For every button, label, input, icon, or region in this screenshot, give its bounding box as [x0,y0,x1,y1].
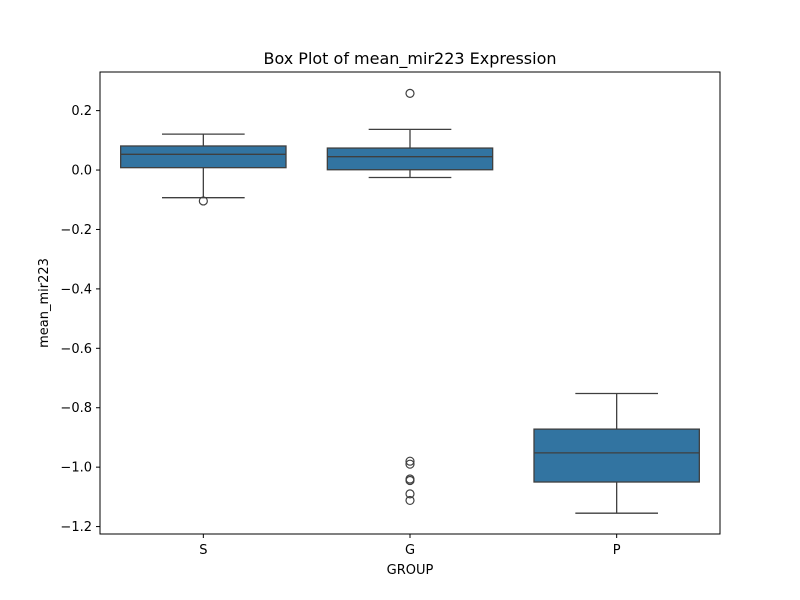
boxes-group [120,88,700,514]
y-tick-label: −0.4 [60,282,92,297]
outlier-point [405,489,415,499]
outlier-point [405,459,415,469]
outlier-point [405,456,415,466]
box-s [120,133,287,206]
iqr-box [120,145,287,169]
iqr-box [533,428,700,483]
y-tick-label: −1.0 [60,461,92,476]
box-g [326,88,494,506]
x-tick-label: G [405,543,415,558]
y-tick-label: 0.0 [71,164,92,179]
outlier-point [405,88,415,98]
y-tick-label: −0.8 [60,401,92,416]
x-tick-label: P [613,543,621,558]
outlier-point [198,196,208,206]
outlier-point [405,495,415,506]
x-axis-label: GROUP [387,563,434,578]
y-tick-label: 0.2 [71,104,92,119]
box-p [533,392,700,514]
y-tick-label: −0.6 [60,342,92,357]
x-tick-label: S [199,543,207,558]
outlier-point [405,475,415,486]
y-tick-label: −0.2 [60,223,92,238]
plot-frame [99,71,721,535]
chart-title: Box Plot of mean_mir223 Expression [263,49,556,69]
y-axis: 0.2 0.0 −0.2 −0.4 −0.6 −0.8 −1.0 −1.2 [60,104,100,535]
y-tick-label: −1.2 [60,520,92,535]
iqr-box [326,147,494,171]
y-axis-label: mean_mir223 [37,258,52,348]
